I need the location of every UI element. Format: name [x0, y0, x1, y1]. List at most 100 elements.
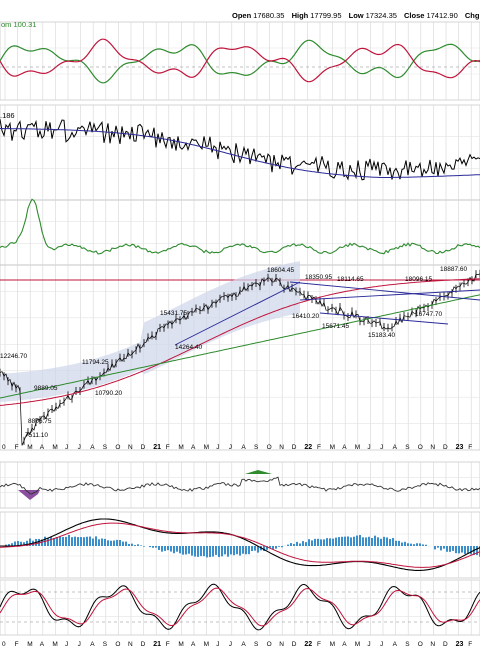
- macd-histogram-bar: [155, 546, 157, 548]
- macd-histogram-bar: [281, 546, 283, 548]
- price-annotation: 9889.05: [34, 385, 58, 392]
- macd-histogram-bar: [359, 535, 361, 546]
- price-x-tick: S: [405, 444, 410, 451]
- macd-histogram-bar: [434, 546, 436, 550]
- macd-histogram-bar: [152, 546, 154, 548]
- macd-histogram-bar: [86, 536, 88, 546]
- macd-histogram-bar: [179, 546, 181, 554]
- macd-histogram-bar: [305, 542, 307, 546]
- macd-histogram-bar: [74, 536, 76, 546]
- macd-histogram-bar: [329, 538, 331, 546]
- price-x-tick: O: [267, 444, 272, 451]
- price-x-tick: J: [65, 444, 68, 451]
- price-annotation: 7511.10: [25, 432, 48, 439]
- macd-histogram-bar: [200, 546, 202, 557]
- price-x-tick: 23: [456, 444, 464, 451]
- bottom-x-tick: F: [166, 641, 170, 648]
- panel-content: 12246.70 9889.05 8806.75 7511.10 10790.20 117…: [0, 38, 480, 648]
- macd-histogram-bar: [113, 540, 115, 546]
- macd-histogram-bar: [101, 538, 103, 546]
- macd-histogram-bar: [323, 539, 325, 546]
- price-x-tick: J: [367, 444, 370, 451]
- bottom-x-tick: J: [216, 641, 219, 648]
- macd-histogram-bar: [212, 546, 214, 557]
- bottom-x-tick: A: [342, 641, 347, 648]
- bottom-x-tick: N: [279, 641, 284, 648]
- adx-panel-label: om 100.31: [1, 20, 36, 29]
- macd-histogram-bar: [122, 541, 124, 546]
- open-value: 17680.35: [253, 11, 285, 20]
- grid-lines: [0, 21, 480, 636]
- macd-histogram-bar: [209, 546, 211, 558]
- macd-histogram-bar: [314, 538, 316, 546]
- bollinger-band: [0, 261, 300, 402]
- price-annotation: 18096.15: [405, 276, 432, 283]
- price-x-tick: N: [279, 444, 284, 451]
- relative-strength-line: [0, 119, 480, 181]
- high-label: High: [291, 11, 309, 20]
- price-x-tick: M: [355, 444, 360, 451]
- macd-histogram-bar: [248, 546, 250, 555]
- macd-histogram-bar: [128, 543, 130, 546]
- macd-histogram-bar: [398, 540, 400, 546]
- macd-histogram-bar: [425, 544, 427, 546]
- macd-histogram-bar: [164, 546, 166, 551]
- macd-histogram-bar: [140, 545, 142, 546]
- macd-histogram-bar: [170, 546, 172, 552]
- bottom-x-tick: M: [27, 641, 32, 648]
- macd-histogram-bar: [464, 546, 466, 555]
- bottom-x-tick: A: [40, 641, 45, 648]
- price-x-tick: D: [292, 444, 297, 451]
- bottom-x-tick: S: [103, 641, 108, 648]
- bottom-x-tick: F: [317, 641, 321, 648]
- macd-histogram-bar: [263, 546, 265, 552]
- sma50-line: [0, 278, 480, 406]
- bottom-x-tick: O: [115, 641, 120, 648]
- chg-label: Chg: [464, 11, 480, 20]
- macd-histogram-bar: [302, 541, 304, 546]
- macd-histogram-bar: [167, 546, 169, 551]
- macd-histogram-bar: [410, 543, 412, 546]
- macd-histogram-bar: [161, 546, 163, 552]
- macd-histogram-bar: [458, 546, 460, 554]
- macd-histogram-bar: [137, 544, 139, 546]
- macd-histogram-bar: [134, 545, 136, 546]
- relative-strength-average: [0, 128, 480, 178]
- macd-histogram-bar: [83, 537, 85, 546]
- macd-histogram-bar: [449, 546, 451, 552]
- macd-histogram-bar: [365, 537, 367, 546]
- macd-histogram-bar: [371, 538, 373, 546]
- macd-histogram-bar: [443, 546, 445, 549]
- macd-histogram-bar: [236, 546, 238, 555]
- macd-histogram-bar: [326, 538, 328, 546]
- macd-histogram-bar: [437, 546, 439, 548]
- price-x-tick: F: [317, 444, 321, 451]
- macd-histogram-bar: [65, 536, 67, 546]
- bottom-x-tick: J: [65, 641, 68, 648]
- macd-histogram-bar: [191, 546, 193, 556]
- macd-histogram-bar: [59, 536, 61, 546]
- bottom-x-tick: D: [141, 641, 146, 648]
- bottom-x-tick: O: [267, 641, 272, 648]
- trendline: [289, 281, 480, 301]
- macd-histogram-bar: [308, 539, 310, 546]
- macd-histogram-bar: [92, 538, 94, 546]
- bottom-x-tick: S: [254, 641, 259, 648]
- macd-histogram-bar: [245, 546, 247, 555]
- macd-histogram-bar: [395, 540, 397, 546]
- bottom-x-tick: M: [330, 641, 335, 648]
- bottom-x-tick: M: [52, 641, 57, 648]
- macd-histogram-bar: [56, 537, 58, 546]
- macd-histogram-bar: [71, 537, 73, 546]
- macd-histogram-bar: [125, 541, 127, 546]
- price-x-tick: F: [468, 444, 472, 451]
- macd-histogram-bar: [41, 539, 43, 546]
- macd-histogram-bar: [50, 536, 52, 546]
- price-x-tick: D: [141, 444, 146, 451]
- price-annotation: 8806.75: [28, 418, 52, 425]
- open-label: Open: [232, 11, 252, 20]
- price-x-tick: A: [393, 444, 398, 451]
- macd-histogram-bar: [290, 543, 292, 546]
- bottom-x-tick: J: [78, 641, 81, 648]
- macd-histogram-bar: [47, 538, 49, 546]
